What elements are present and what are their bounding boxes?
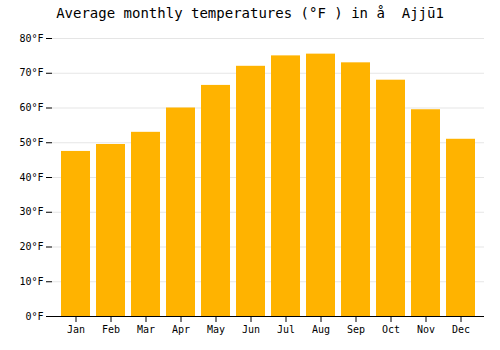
svg-text:Feb: Feb [102,324,120,335]
svg-text:Apr: Apr [172,324,190,335]
svg-text:May: May [207,324,225,335]
svg-text:Dec: Dec [452,324,470,335]
html-text:Average monthly temperatures (: Average monthly temperatures (°F ) in å … [56,5,444,21]
svg-text:50°F: 50°F [19,137,43,148]
svg-text:Sep: Sep [347,324,365,335]
svg-text:60°F: 60°F [19,102,43,113]
svg-text:Jan: Jan [67,324,85,335]
svg-text:40°F: 40°F [19,172,43,183]
svg-text:30°F: 30°F [19,206,43,217]
svg-text:Nov: Nov [417,324,435,335]
svg-text:Jul: Jul [277,324,295,335]
svg-text:Mar: Mar [137,324,155,335]
svg-text:0°F: 0°F [25,311,43,322]
svg-text:Oct: Oct [382,324,400,335]
svg-text:70°F: 70°F [19,67,43,78]
svg-text:10°F: 10°F [19,276,43,287]
svg-text:Jun: Jun [242,324,260,335]
svg-text:20°F: 20°F [19,241,43,252]
svg-text:Aug: Aug [312,324,330,335]
svg-text:80°F: 80°F [19,33,43,44]
